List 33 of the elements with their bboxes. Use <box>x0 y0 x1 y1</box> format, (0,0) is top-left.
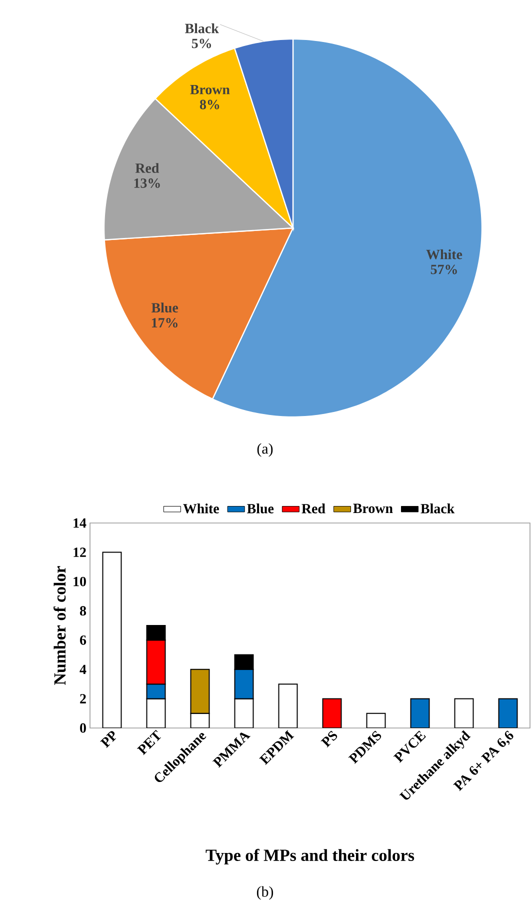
bar <box>322 698 342 728</box>
y-tick-label: 6 <box>80 635 86 645</box>
bar <box>454 698 474 728</box>
y-tick-label: 8 <box>80 606 86 616</box>
data-label: 13% <box>134 178 160 188</box>
slice-label: Brown <box>190 85 230 94</box>
y-tick-label: 2 <box>80 694 86 704</box>
text: (b) <box>256 886 274 900</box>
slice-label: White <box>426 249 462 260</box>
bar <box>410 698 430 728</box>
slice-label: Black <box>185 23 219 34</box>
y-tick-label: 0 <box>80 723 86 733</box>
legend-label: Red <box>302 504 326 514</box>
y-tick-label: 12 <box>74 548 86 557</box>
text: (a) <box>257 443 273 457</box>
y-tick-label: 4 <box>80 664 86 674</box>
y-tick-label: 10 <box>74 576 86 586</box>
x-tick-label: PS <box>320 730 338 748</box>
x-tick-label: PP <box>100 731 116 748</box>
data-label: 8% <box>200 100 220 110</box>
data-label: 57% <box>430 264 457 274</box>
x-axis-title: Type of MPs and their colors <box>206 848 414 864</box>
legend-label: Black <box>420 504 455 514</box>
y-tick-label: 14 <box>74 518 86 528</box>
slice-label: Red <box>135 163 160 173</box>
legend-label: White <box>183 504 219 514</box>
slice-label: Blue <box>151 302 178 313</box>
bar <box>498 698 518 728</box>
data-label: 17% <box>152 318 178 328</box>
data-label: 5% <box>192 38 211 48</box>
y-axis-title: Number of color <box>54 566 66 685</box>
legend-label: Blue <box>247 504 274 514</box>
legend-label: Brown <box>353 504 393 514</box>
